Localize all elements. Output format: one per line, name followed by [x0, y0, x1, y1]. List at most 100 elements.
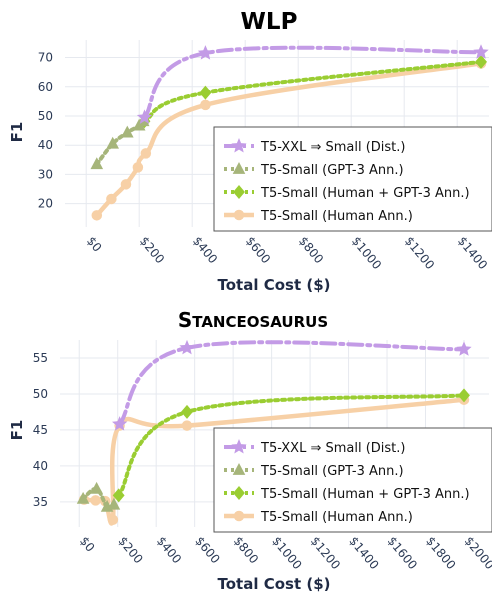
- stanceosaurus-y-ticks: 35 40 45 50 55: [33, 351, 48, 509]
- stanceosaurus-legend-label-3: T5-Small (Human + GPT-3 Ann.): [260, 487, 470, 502]
- wlp-legend: T5-XXL ⇒ Small (Dist.) T5-Small (GPT-3 A…: [213, 126, 492, 232]
- stanceosaurus-line-t5-xxl-small-dist: [117, 340, 466, 427]
- wlp-point-t5-xxl-small-dist-2: [473, 44, 489, 59]
- wlp-x-ticks: $0 $200 $400 $600 $800 $1000 $1200 $1400: [84, 234, 490, 272]
- wlp-x-tick-label: $1400: [455, 234, 490, 272]
- wlp-x-tick-label: $200: [137, 234, 167, 266]
- wlp-x-tick-label: $1000: [349, 234, 384, 272]
- wlp-legend-label-2: T5-Small (GPT-3 Ann.): [260, 163, 404, 178]
- wlp-y-tick-label: 70: [38, 51, 53, 65]
- wlp-line-t5-xxl-small-dist: [142, 45, 483, 120]
- stanceosaurus-x-axis-label: Total Cost ($): [218, 575, 331, 593]
- stanceosaurus-legend: T5-XXL ⇒ Small (Dist.) T5-Small (GPT-3 A…: [213, 427, 492, 533]
- stanceosaurus-point-t5-small-gpt-3-ann-0: [76, 491, 90, 504]
- stanceosaurus-legend-entries: [224, 439, 254, 522]
- stanceosaurus-point-t5-small-human-ann-3: [107, 514, 119, 526]
- stanceosaurus-point-t5-small-human-gpt-3-ann-1: [181, 404, 193, 419]
- wlp-y-tick-label: 60: [38, 80, 53, 94]
- wlp-x-tick-label: $800: [296, 234, 326, 266]
- wlp-point-t5-small-human-ann-5: [200, 99, 211, 111]
- stanceosaurus-series-t5-small-gpt-3-ann: [76, 481, 121, 512]
- stanceosaurus-legend-label-1: T5-XXL ⇒ Small (Dist.): [260, 441, 405, 456]
- wlp-point-t5-small-human-ann-0: [91, 210, 103, 221]
- stanceosaurus-point-t5-xxl-small-dist-2: [456, 341, 472, 356]
- wlp-y-tick-label: 30: [38, 167, 53, 181]
- stanceosaurus-x-tick-label: $2000: [462, 534, 492, 572]
- wlp-y-tick-label: 40: [38, 138, 53, 152]
- wlp-chart: WLP 20 30 40 50 60 70 $0 $200 $400 $600 $800 $1000…: [8, 9, 492, 294]
- stanceosaurus-x-tick-label: $1200: [308, 534, 343, 572]
- stanceosaurus-y-tick-label: 55: [33, 351, 48, 365]
- wlp-series: [90, 44, 489, 221]
- stanceosaurus-series-t5-small-human-gpt-3-ann: [112, 388, 470, 503]
- wlp-x-tick-label: $600: [243, 234, 273, 266]
- wlp-title: WLP: [241, 9, 298, 35]
- stanceosaurus-x-tick-label: $1000: [269, 534, 304, 572]
- wlp-point-t5-small-human-ann-2: [120, 179, 132, 190]
- wlp-point-t5-small-human-ann-4: [140, 148, 152, 159]
- stanceosaurus-series-t5-xxl-small-dist: [112, 339, 472, 431]
- stanceosaurus-legend-marker-3: [233, 486, 245, 500]
- wlp-legend-marker-1: [231, 138, 247, 153]
- stanceosaurus-point-t5-small-human-ann-1: [90, 495, 101, 506]
- stanceosaurus-point-t5-small-human-gpt-3-ann-2: [458, 388, 470, 403]
- stanceosaurus-x-tick-label: $1400: [346, 534, 381, 572]
- stanceosaurus-point-t5-small-gpt-3-ann-1: [90, 481, 103, 494]
- stanceosaurus-point-t5-xxl-small-dist-0: [112, 416, 128, 431]
- stanceosaurus-legend-label-2: T5-Small (GPT-3 Ann.): [260, 464, 404, 479]
- stanceosaurus-point-t5-small-gpt-3-ann-3: [107, 497, 121, 510]
- wlp-point-t5-small-gpt-3-ann-1: [106, 136, 119, 149]
- stanceosaurus-y-tick-label: 45: [33, 423, 48, 437]
- stanceosaurus-title-smallcaps: TANCEOSAURUS: [192, 313, 328, 331]
- wlp-line-t5-small-human-gpt-3-ann: [142, 59, 483, 124]
- wlp-y-tick-label: 20: [38, 197, 53, 211]
- stanceosaurus-point-t5-small-human-gpt-3-ann-0: [112, 488, 125, 503]
- wlp-point-t5-xxl-small-dist-0: [136, 109, 153, 124]
- wlp-legend-entries: [224, 138, 254, 221]
- wlp-x-tick-label: $0: [84, 234, 105, 255]
- stanceosaurus-point-t5-xxl-small-dist-1: [179, 339, 195, 355]
- stanceosaurus-legend-marker-4: [233, 510, 245, 522]
- stanceosaurus-point-t5-small-human-ann-5: [181, 420, 193, 431]
- wlp-point-t5-small-gpt-3-ann-2: [121, 125, 134, 138]
- wlp-point-t5-small-gpt-3-ann-0: [90, 157, 104, 170]
- stanceosaurus-x-tick-label: $400: [154, 534, 184, 566]
- stanceosaurus-title: STANCEOSAURUS: [178, 308, 328, 332]
- stanceosaurus-x-tick-label: $600: [192, 534, 222, 566]
- wlp-legend-marker-4: [233, 209, 245, 221]
- stanceosaurus-legend-label-4: T5-Small (Human Ann.): [260, 510, 413, 525]
- stanceosaurus-x-tick-label: $800: [231, 534, 261, 566]
- wlp-legend-marker-2: [232, 162, 246, 174]
- wlp-x-tick-label: $1200: [402, 234, 437, 272]
- wlp-point-t5-small-human-ann-3: [132, 162, 144, 173]
- wlp-x-tick-label: $400: [190, 234, 220, 266]
- wlp-series-t5-small-human-gpt-3-ann: [138, 54, 487, 129]
- stanceosaurus-x-ticks: $0 $200 $400 $600 $800 $1000 $1200 $1400 $1600 $1…: [77, 534, 492, 572]
- stanceosaurus-x-tick-label: $1800: [423, 534, 458, 572]
- wlp-legend-marker-3: [233, 185, 245, 199]
- stanceosaurus-legend-box: [213, 427, 492, 533]
- wlp-legend-label-4: T5-Small (Human Ann.): [260, 209, 413, 224]
- stanceosaurus-y-tick-label: 35: [33, 495, 48, 509]
- stanceosaurus-x-tick-label: $200: [115, 534, 145, 566]
- wlp-x-axis-label: Total Cost ($): [218, 276, 331, 294]
- stanceosaurus-y-tick-label: 50: [33, 387, 48, 401]
- stanceosaurus-y-axis-label: F1: [8, 420, 26, 441]
- stanceosaurus-legend-marker-2: [232, 463, 246, 475]
- wlp-legend-box: [213, 126, 492, 232]
- stanceosaurus-x-tick-label: $1600: [385, 534, 420, 572]
- wlp-legend-label-3: T5-Small (Human + GPT-3 Ann.): [260, 186, 470, 201]
- wlp-series-t5-small-human-ann: [91, 58, 487, 221]
- wlp-point-t5-small-human-gpt-3-ann-1: [199, 85, 212, 100]
- stanceosaurus-y-tick-label: 40: [33, 459, 48, 473]
- stanceosaurus-x-tick-label: $0: [77, 534, 98, 555]
- stanceosaurus-line-t5-small-human-gpt-3-ann: [116, 393, 466, 498]
- wlp-series-t5-xxl-small-dist: [136, 44, 489, 124]
- wlp-point-t5-small-human-gpt-3-ann-2: [475, 54, 487, 69]
- wlp-y-tick-label: 50: [38, 109, 53, 123]
- wlp-point-t5-small-human-ann-1: [106, 193, 117, 205]
- wlp-legend-label-1: T5-XXL ⇒ Small (Dist.): [260, 140, 405, 155]
- wlp-y-ticks: 20 30 40 50 60 70: [38, 51, 53, 211]
